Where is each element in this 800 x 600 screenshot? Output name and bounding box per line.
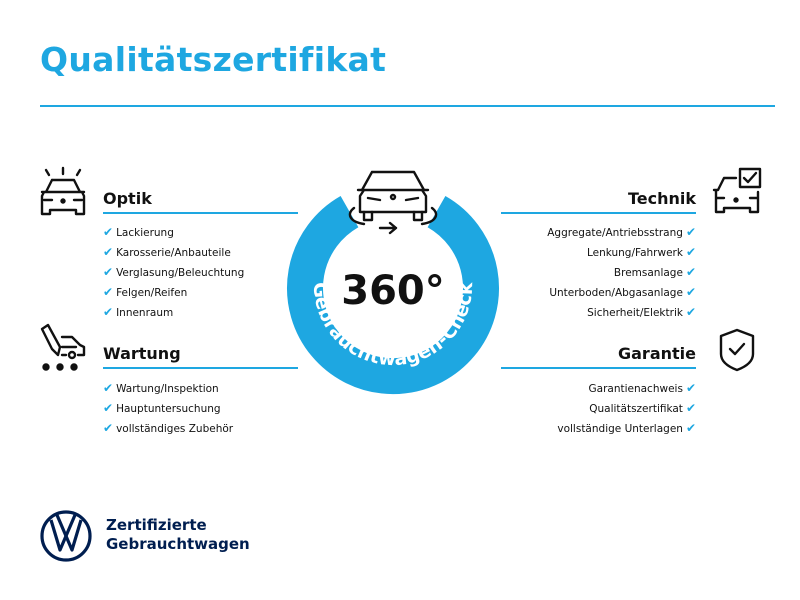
section-heading-technik: Technik bbox=[627, 189, 696, 208]
section-heading-optik: Optik bbox=[103, 189, 152, 208]
list-item: ✔ Hauptuntersuchung bbox=[103, 401, 221, 415]
service-car-icon bbox=[40, 323, 86, 371]
list-item: ✔ Lackierung bbox=[103, 225, 174, 239]
page-title: Qualitätszertifikat bbox=[40, 40, 387, 79]
section-divider bbox=[103, 367, 298, 369]
brand-line-1: Zertifizierte bbox=[106, 516, 207, 534]
list-item: Garantienachweis ✔ bbox=[588, 381, 697, 395]
list-item: ✔ vollständiges Zubehör bbox=[103, 421, 234, 435]
check-icon: ✔ bbox=[685, 421, 696, 435]
check-icon: ✔ bbox=[103, 401, 114, 415]
check-icon: ✔ bbox=[685, 285, 696, 299]
360-label: 360° bbox=[341, 268, 445, 314]
check-icon: ✔ bbox=[685, 265, 696, 279]
section-divider bbox=[501, 212, 696, 214]
list-item: ✔ Karosserie/Anbauteile bbox=[103, 245, 231, 259]
360-check-badge: Gebrauchtwagen-Check 360° bbox=[287, 170, 499, 395]
brand-line-2: Gebrauchtwagen bbox=[106, 535, 250, 553]
list-item: ✔ Verglasung/Beleuchtung bbox=[103, 265, 245, 279]
check-icon: ✔ bbox=[685, 401, 696, 415]
vw-logo bbox=[40, 510, 92, 562]
list-item: Bremsanlage ✔ bbox=[613, 265, 696, 279]
check-icon: ✔ bbox=[103, 265, 114, 279]
car-lights-icon bbox=[40, 166, 86, 216]
check-icon: ✔ bbox=[103, 305, 114, 319]
list-item: Sicherheit/Elektrik ✔ bbox=[587, 305, 696, 319]
garantie-list: Garantienachweis ✔ Qualitätszertifikat ✔ v… bbox=[557, 379, 696, 439]
check-icon: ✔ bbox=[685, 225, 696, 239]
section-heading-garantie: Garantie bbox=[618, 344, 696, 363]
ring bbox=[287, 195, 499, 395]
check-icon: ✔ bbox=[103, 245, 114, 259]
section-divider bbox=[501, 367, 696, 369]
car-checkbox-icon bbox=[712, 167, 762, 214]
list-item: ✔ Wartung/Inspektion bbox=[103, 381, 219, 395]
check-icon: ✔ bbox=[685, 381, 696, 395]
check-icon: ✔ bbox=[685, 305, 696, 319]
check-icon: ✔ bbox=[103, 225, 114, 239]
list-item: ✔ Felgen/Reifen bbox=[103, 285, 188, 299]
section-divider bbox=[103, 212, 298, 214]
list-item: ✔ Innenraum bbox=[103, 305, 174, 319]
list-item: Lenkung/Fahrwerk ✔ bbox=[586, 245, 696, 259]
technik-list: Aggregate/Antriebsstrang ✔ Lenkung/Fahrwe… bbox=[547, 223, 696, 323]
check-icon: ✔ bbox=[103, 381, 114, 395]
list-item: vollständige Unterlagen ✔ bbox=[557, 421, 696, 435]
check-icon: ✔ bbox=[103, 285, 114, 299]
check-icon: ✔ bbox=[685, 245, 696, 259]
list-item: Qualitätszertifikat ✔ bbox=[589, 401, 696, 415]
title-divider bbox=[40, 105, 775, 107]
list-item: Unterboden/Abgasanlage ✔ bbox=[549, 285, 696, 299]
check-icon: ✔ bbox=[103, 421, 114, 435]
optik-list: ✔ Lackierung ✔ Karosserie/Anbauteile ✔ Verg… bbox=[103, 223, 244, 323]
list-item: Aggregate/Antriebsstrang ✔ bbox=[547, 225, 696, 239]
section-heading-wartung: Wartung bbox=[103, 344, 181, 363]
brand-text: Zertifizierte Gebrauchtwagen bbox=[106, 516, 250, 554]
wartung-list: ✔ Wartung/Inspektion ✔ Hauptuntersuchung ✔… bbox=[103, 379, 233, 439]
car-rotate-icon bbox=[348, 170, 438, 235]
shield-check-icon bbox=[719, 328, 755, 372]
